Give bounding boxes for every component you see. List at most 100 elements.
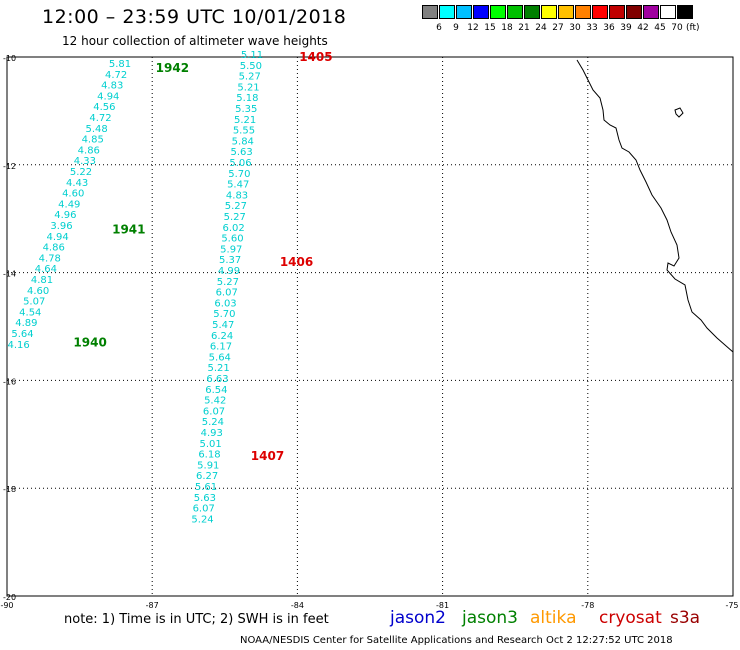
wave-height-value: 5.64: [11, 329, 33, 340]
satellite-jason2: jason2: [390, 608, 446, 628]
track-time-label: 1940: [73, 336, 106, 350]
scale-swatch: [422, 5, 438, 19]
wave-height-value: 4.72: [89, 113, 111, 124]
scale-label: 21: [518, 23, 530, 33]
wave-height-value: 5.24: [202, 417, 224, 428]
wave-height-value: 4.99: [218, 266, 240, 277]
lat-label: -10: [3, 54, 16, 63]
wave-height-value: 6.54: [205, 385, 227, 396]
wave-height-value: 4.54: [19, 307, 41, 318]
wave-height-value: 4.86: [43, 243, 65, 254]
scale-label: 6: [436, 23, 442, 33]
scale-label: 24: [535, 23, 547, 33]
wave-height-value: 4.86: [78, 145, 100, 156]
wave-height-value: 4.64: [35, 264, 57, 275]
scale-label: 39: [620, 23, 632, 33]
wave-height-value: 4.94: [46, 232, 68, 243]
wave-height-value: 6.07: [203, 406, 225, 417]
scale-swatch: [609, 5, 625, 19]
scale-swatch: [575, 5, 591, 19]
scale-swatch: [677, 5, 693, 19]
wave-height-value: 4.81: [31, 275, 53, 286]
wave-height-value: 5.27: [224, 212, 246, 223]
wave-height-value: 5.01: [199, 439, 221, 450]
wave-height-value: 5.18: [236, 93, 258, 104]
wave-height-value: 6.17: [210, 342, 232, 353]
wave-height-value: 5.21: [234, 115, 256, 126]
wave-height-value: 4.56: [93, 102, 115, 113]
map-subtitle: 12 hour collection of altimeter wave hei…: [62, 34, 328, 48]
scale-swatch: [524, 5, 540, 19]
wave-height-value: 5.27: [217, 277, 239, 288]
wave-height-value: 4.83: [226, 190, 248, 201]
wave-height-value: 5.24: [191, 514, 213, 525]
wave-height-value: 4.60: [27, 286, 49, 297]
wave-height-value: 5.84: [232, 136, 254, 147]
lat-label: -18: [3, 485, 16, 494]
scale-swatch: [456, 5, 472, 19]
wave-height-value: 5.81: [109, 59, 131, 70]
wave-height-value: 4.49: [58, 199, 80, 210]
wave-height-value: 5.61: [195, 482, 217, 493]
scale-label: 18: [501, 23, 513, 33]
satellite-s3a: s3a: [670, 608, 701, 628]
map-frame: [6, 56, 734, 597]
wave-height-value: 5.91: [197, 460, 219, 471]
wave-height-value: 5.37: [219, 255, 241, 266]
scale-label: 12: [467, 23, 479, 33]
lon-label: -90: [0, 601, 13, 610]
scale-swatch: [660, 5, 676, 19]
track-time-label: 1405: [299, 50, 332, 64]
wave-height-value: 6.18: [198, 450, 220, 461]
map-title: 12:00 – 23:59 UTC 10/01/2018: [42, 6, 347, 28]
track-time-label: 1941: [112, 222, 145, 236]
wave-height-value: 5.06: [229, 158, 251, 169]
wave-height-value: 6.02: [222, 223, 244, 234]
wave-height-value: 5.42: [204, 396, 226, 407]
wave-height-value: 5.11: [241, 50, 263, 61]
scale-swatch: [558, 5, 574, 19]
wave-height-value: 4.72: [105, 70, 127, 81]
wave-height-value: 6.07: [216, 288, 238, 299]
track-time-label: 1406: [280, 255, 313, 269]
wave-height-value: 4.93: [201, 428, 223, 439]
wave-height-value: 4.89: [15, 318, 37, 329]
wave-height-value: 6.03: [214, 298, 236, 309]
scale-label: 42: [637, 23, 649, 33]
wave-height-value: 3.96: [50, 221, 72, 232]
wave-height-value: 5.47: [212, 320, 234, 331]
lon-label: -84: [291, 601, 304, 610]
wave-height-value: 5.55: [233, 126, 255, 137]
scale-label: 45: [654, 23, 666, 33]
wave-height-value: 4.85: [82, 135, 104, 146]
scale-swatch: [592, 5, 608, 19]
scale-label: 30: [569, 23, 581, 33]
wave-height-value: 5.47: [227, 180, 249, 191]
wave-height-value: 5.70: [228, 169, 250, 180]
wave-height-value: 6.07: [193, 504, 215, 515]
wave-height-value: 5.50: [240, 61, 262, 72]
wave-height-value: 4.78: [39, 253, 61, 264]
island: [674, 107, 684, 118]
scale-label: 36: [603, 23, 615, 33]
lon-label: -78: [581, 601, 594, 610]
scale-swatch: [643, 5, 659, 19]
note-text: note: 1) Time is in UTC; 2) SWH is in fe…: [64, 612, 329, 627]
lon-label: -81: [436, 601, 449, 610]
wave-height-value: 5.27: [239, 72, 261, 83]
satellite-jason3: jason3: [462, 608, 518, 628]
scale-swatch: [541, 5, 557, 19]
satellite-cryosat: cryosat: [599, 608, 662, 628]
wave-height-value: 4.83: [101, 81, 123, 92]
track-time-label: 1942: [156, 61, 189, 75]
wave-height-value: 5.60: [221, 234, 243, 245]
scale-label: 70: [671, 23, 683, 33]
lat-label: -14: [3, 270, 16, 279]
credit-line: NOAA/NESDIS Center for Satellite Applica…: [240, 635, 673, 646]
scale-swatch: [626, 5, 642, 19]
scale-label: 15: [484, 23, 496, 33]
wave-height-value: 5.35: [235, 104, 257, 115]
lat-label: -12: [3, 162, 16, 171]
scale-swatch: [507, 5, 523, 19]
scale-label: 33: [586, 23, 598, 33]
